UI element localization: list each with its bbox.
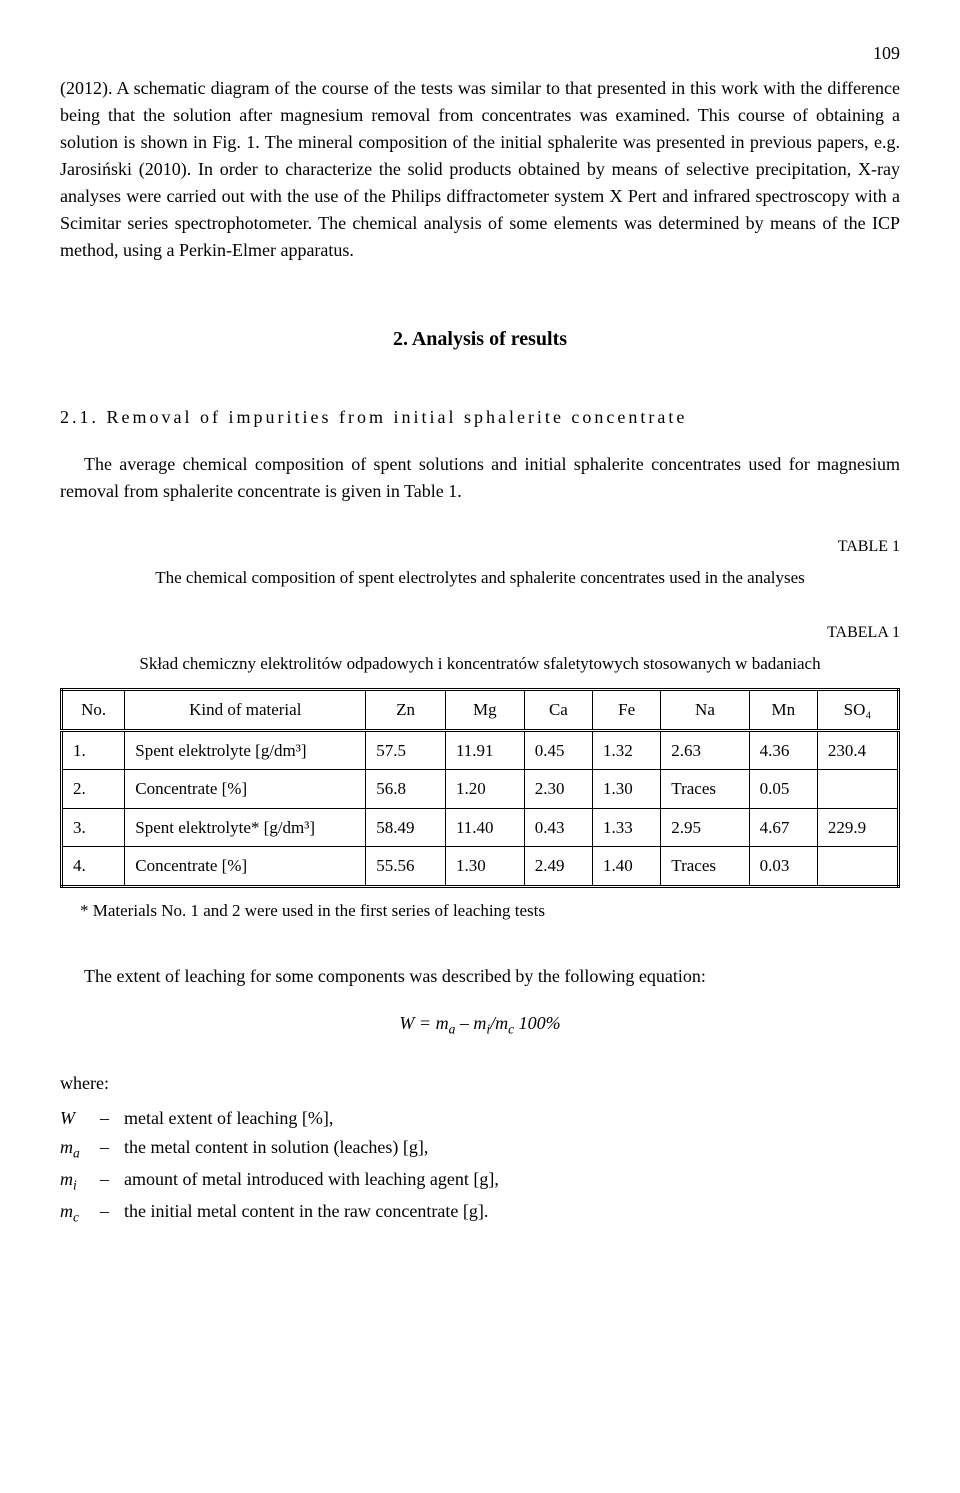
cell: Concentrate [%] <box>125 847 366 887</box>
cell: 55.56 <box>366 847 446 887</box>
cell: 1.20 <box>445 770 524 809</box>
def-text: the initial metal content in the raw con… <box>124 1198 900 1228</box>
table-body: 1. Spent elektrolyte [g/dm³] 57.5 11.91 … <box>62 730 899 886</box>
paragraph-3: The extent of leaching for some componen… <box>60 963 900 990</box>
table-caption-pl: Skład chemiczny elektrolitów odpadowych … <box>60 651 900 677</box>
cell: 4.36 <box>749 730 817 770</box>
table-row: 2. Concentrate [%] 56.8 1.20 2.30 1.30 T… <box>62 770 899 809</box>
cell: 0.45 <box>524 730 592 770</box>
col-mn: Mn <box>749 690 817 731</box>
paragraph-intro: (2012). A schematic diagram of the cours… <box>60 75 900 264</box>
cell: 57.5 <box>366 730 446 770</box>
col-so4: SO₄ <box>817 690 898 731</box>
cell: Traces <box>661 770 749 809</box>
subsection-heading: 2.1. Removal of impurities from initial … <box>60 404 900 431</box>
table-row: 4. Concentrate [%] 55.56 1.30 2.49 1.40 … <box>62 847 899 887</box>
cell: 4.67 <box>749 808 817 847</box>
cell: 2.63 <box>661 730 749 770</box>
def-symbol: mi <box>60 1166 100 1196</box>
def-dash: – <box>100 1134 124 1164</box>
col-zn: Zn <box>366 690 446 731</box>
cell: Spent elektrolyte [g/dm³] <box>125 730 366 770</box>
cell: Traces <box>661 847 749 887</box>
cell: 0.43 <box>524 808 592 847</box>
cell: 229.9 <box>817 808 898 847</box>
cell: 2.49 <box>524 847 592 887</box>
table-row: 3. Spent elektrolyte* [g/dm³] 58.49 11.4… <box>62 808 899 847</box>
definition-list: W – metal extent of leaching [%], ma – t… <box>60 1105 900 1228</box>
col-ca: Ca <box>524 690 592 731</box>
composition-table: No. Kind of material Zn Mg Ca Fe Na Mn S… <box>60 688 900 888</box>
paragraph-2: The average chemical composition of spen… <box>60 451 900 505</box>
cell <box>817 847 898 887</box>
def-dash: – <box>100 1166 124 1196</box>
col-fe: Fe <box>593 690 661 731</box>
table-caption-en: The chemical composition of spent electr… <box>60 565 900 591</box>
def-text: amount of metal introduced with leaching… <box>124 1166 900 1196</box>
cell: Concentrate [%] <box>125 770 366 809</box>
table-label-en: TABLE 1 <box>60 535 900 559</box>
cell: 1.30 <box>445 847 524 887</box>
cell: 0.03 <box>749 847 817 887</box>
cell: 230.4 <box>817 730 898 770</box>
cell: 1.40 <box>593 847 661 887</box>
col-material: Kind of material <box>125 690 366 731</box>
col-na: Na <box>661 690 749 731</box>
cell: 2. <box>62 770 125 809</box>
def-symbol: ma <box>60 1134 100 1164</box>
def-text: the metal content in solution (leaches) … <box>124 1134 900 1164</box>
col-mg: Mg <box>445 690 524 731</box>
table-row: 1. Spent elektrolyte [g/dm³] 57.5 11.91 … <box>62 730 899 770</box>
cell: 1.32 <box>593 730 661 770</box>
col-no: No. <box>62 690 125 731</box>
cell: 3. <box>62 808 125 847</box>
table-footnote: * Materials No. 1 and 2 were used in the… <box>80 898 900 924</box>
cell: Spent elektrolyte* [g/dm³] <box>125 808 366 847</box>
section-heading: 2. Analysis of results <box>60 324 900 354</box>
table-header-row: No. Kind of material Zn Mg Ca Fe Na Mn S… <box>62 690 899 731</box>
cell: 11.40 <box>445 808 524 847</box>
cell: 1.30 <box>593 770 661 809</box>
cell: 56.8 <box>366 770 446 809</box>
cell: 1. <box>62 730 125 770</box>
def-text: metal extent of leaching [%], <box>124 1105 900 1132</box>
cell: 11.91 <box>445 730 524 770</box>
equation: W = ma – mi/mc 100% <box>60 1010 900 1040</box>
cell: 0.05 <box>749 770 817 809</box>
cell: 4. <box>62 847 125 887</box>
def-dash: – <box>100 1198 124 1228</box>
table-label-pl: TABELA 1 <box>60 621 900 645</box>
cell: 2.30 <box>524 770 592 809</box>
cell: 1.33 <box>593 808 661 847</box>
def-symbol: mc <box>60 1198 100 1228</box>
cell: 2.95 <box>661 808 749 847</box>
cell <box>817 770 898 809</box>
def-dash: – <box>100 1105 124 1132</box>
cell: 58.49 <box>366 808 446 847</box>
equation-text: W = ma – mi/mc 100% <box>399 1013 560 1033</box>
def-symbol: W <box>60 1105 100 1132</box>
where-label: where: <box>60 1070 900 1097</box>
page-number: 109 <box>60 40 900 67</box>
